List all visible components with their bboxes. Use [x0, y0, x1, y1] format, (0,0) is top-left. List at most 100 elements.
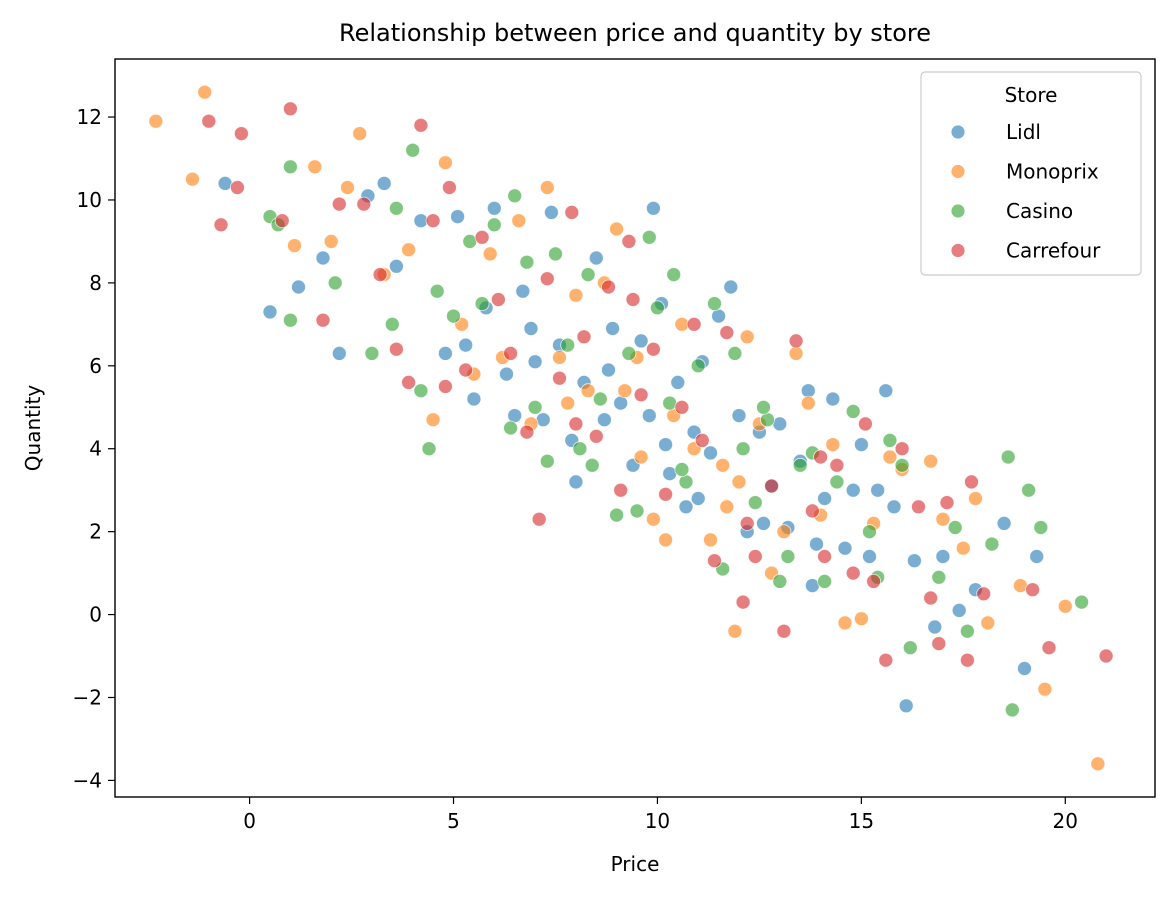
data-point-lidl	[601, 362, 616, 378]
data-point-monoprix	[719, 499, 735, 515]
data-point-carrefour	[1098, 648, 1114, 664]
data-point-casino	[429, 283, 445, 299]
data-point-carrefour	[613, 482, 629, 498]
data-point-lidl	[544, 204, 559, 220]
data-point-carrefour	[441, 180, 457, 195]
legend-label: Monoprix	[1006, 160, 1099, 184]
y-axis: −4 −2 0 2 4 6 8 10 12	[73, 105, 115, 792]
legend-title: Store	[1005, 83, 1058, 107]
data-point-casino	[984, 536, 1000, 552]
y-tick-label: 10	[77, 188, 102, 212]
data-point-lidl	[507, 408, 523, 424]
y-tick-label: 8	[89, 271, 102, 295]
data-point-carrefour	[764, 478, 779, 494]
legend-item-carrefour: Carrefour	[950, 239, 1101, 263]
data-point-carrefour	[401, 374, 417, 390]
data-point-lidl	[388, 258, 404, 274]
data-point-casino	[507, 188, 523, 204]
data-point-carrefour	[939, 495, 955, 511]
data-point-casino	[560, 337, 576, 353]
data-point-carrefour	[878, 652, 894, 668]
data-point-casino	[931, 569, 947, 585]
data-point-casino	[609, 507, 624, 523]
data-point-casino	[519, 254, 535, 270]
data-point-carrefour	[568, 416, 584, 432]
data-point-carrefour	[356, 196, 372, 212]
data-point-casino	[462, 233, 478, 249]
data-point-carrefour	[519, 424, 535, 440]
data-point-carrefour	[372, 267, 388, 283]
data-point-lidl	[613, 395, 629, 411]
data-point-monoprix	[727, 623, 743, 639]
data-point-carrefour	[552, 370, 567, 386]
data-point-monoprix	[923, 453, 939, 469]
data-point-casino	[580, 267, 596, 283]
data-point-carrefour	[788, 333, 804, 349]
data-point-carrefour	[229, 180, 245, 195]
data-point-carrefour	[923, 590, 939, 606]
plot-frame	[114, 58, 1156, 798]
data-point-monoprix	[401, 242, 417, 258]
data-point-casino	[327, 275, 343, 291]
data-point-carrefour	[739, 516, 755, 531]
data-point-monoprix	[837, 615, 853, 631]
data-point-carrefour	[503, 345, 519, 361]
data-point-monoprix	[539, 180, 555, 195]
data-point-lidl	[927, 619, 943, 635]
data-point-casino	[384, 316, 400, 332]
data-point-lidl	[996, 516, 1012, 531]
data-point-monoprix	[646, 511, 661, 527]
data-point-monoprix	[617, 383, 633, 399]
legend-marker	[950, 124, 966, 140]
data-point-carrefour	[213, 217, 229, 233]
data-point-casino	[1074, 594, 1089, 610]
data-point-carrefour	[282, 101, 298, 117]
data-point-casino	[780, 549, 796, 564]
data-point-monoprix	[287, 238, 302, 254]
data-point-carrefour	[776, 623, 792, 639]
data-point-monoprix	[825, 437, 841, 453]
data-point-carrefour	[458, 362, 474, 378]
data-point-lidl	[878, 383, 894, 399]
data-point-lidl	[633, 333, 649, 349]
data-point-casino	[690, 358, 706, 374]
data-point-lidl	[711, 308, 726, 324]
data-point-casino	[446, 308, 461, 324]
data-point-casino	[707, 296, 722, 312]
legend-label: Casino	[1006, 199, 1073, 223]
data-point-monoprix	[731, 474, 747, 490]
y-tick-label: 2	[89, 520, 102, 544]
data-point-casino	[527, 399, 543, 415]
data-point-casino	[845, 403, 861, 419]
data-point-casino	[539, 453, 555, 469]
data-point-lidl	[605, 321, 620, 336]
data-point-lidl	[486, 200, 502, 216]
data-point-carrefour	[747, 549, 763, 564]
data-point-carrefour	[658, 486, 673, 502]
data-point-lidl	[646, 200, 661, 216]
data-point-carrefour	[539, 271, 555, 287]
data-point-lidl	[597, 412, 612, 428]
data-point-casino	[666, 267, 682, 283]
data-point-monoprix	[511, 213, 527, 229]
data-point-casino	[674, 462, 690, 477]
data-point-lidl	[515, 283, 531, 299]
data-point-casino	[1021, 482, 1036, 498]
data-point-lidl	[731, 408, 747, 424]
data-point-carrefour	[625, 292, 641, 307]
data-point-carrefour	[829, 457, 845, 473]
data-point-carrefour	[274, 213, 290, 229]
data-point-monoprix	[352, 126, 368, 142]
data-point-carrefour	[490, 292, 506, 307]
data-point-lidl	[458, 337, 474, 353]
y-axis-label: Quantity	[21, 385, 45, 472]
data-point-carrefour	[331, 196, 347, 212]
data-point-carrefour	[388, 341, 404, 357]
data-point-lidl	[315, 250, 331, 266]
x-tick-label: 0	[243, 809, 256, 833]
data-point-carrefour	[633, 387, 649, 403]
data-point-monoprix	[715, 457, 731, 473]
data-point-carrefour	[964, 474, 979, 490]
data-point-carrefour	[686, 316, 702, 332]
